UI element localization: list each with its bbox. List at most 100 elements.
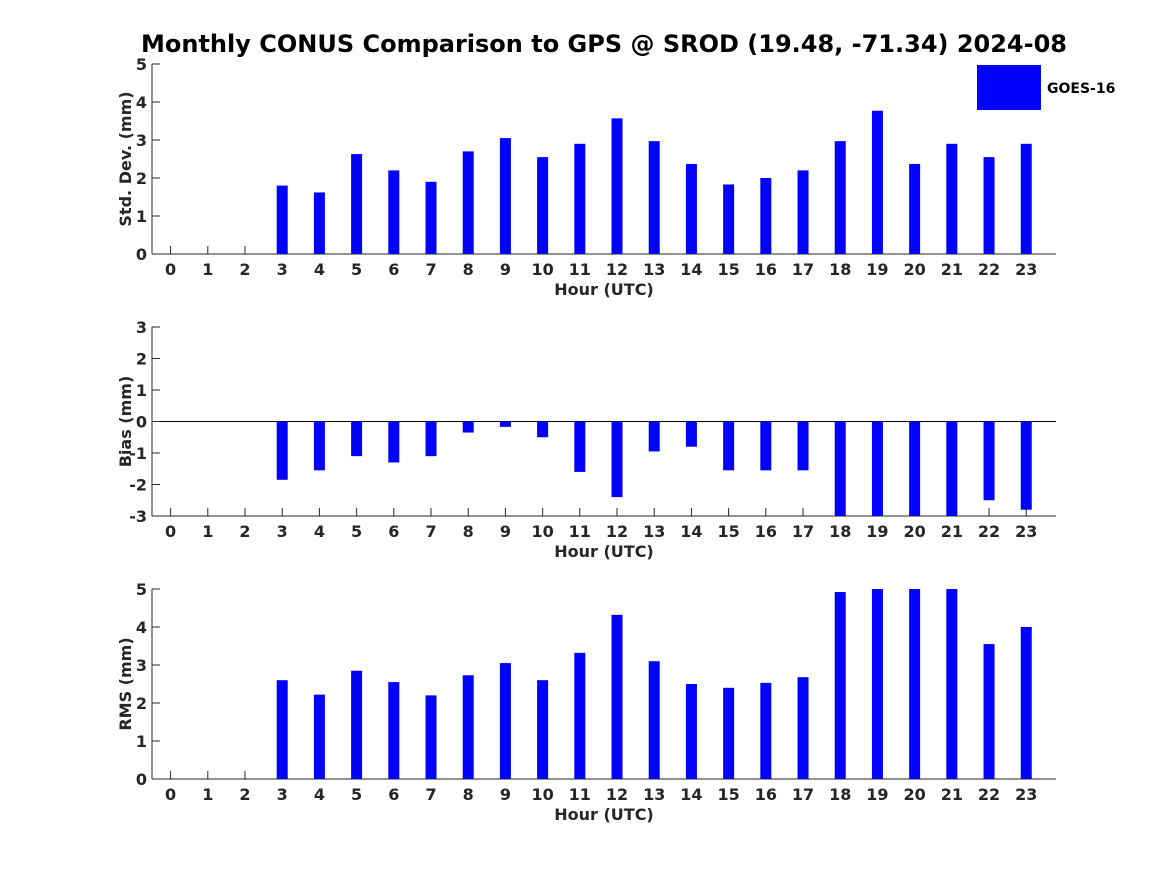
x-tick-label: 16 [755, 522, 777, 541]
bar-hour-10 [537, 157, 549, 254]
bar-hour-10 [537, 680, 549, 779]
y-tick-label: 5 [136, 580, 147, 599]
x-tick-label: 17 [792, 785, 814, 804]
x-tick-label: 5 [351, 522, 362, 541]
x-tick-label: 16 [755, 260, 777, 279]
y-tick-label: -3 [129, 507, 147, 526]
x-axis-label: Hour (UTC) [554, 280, 654, 299]
bar-hour-13 [648, 661, 660, 779]
bar-hour-19 [871, 110, 883, 255]
x-tick-label: 19 [866, 260, 888, 279]
x-tick-label: 19 [866, 522, 888, 541]
bar-hour-7 [425, 181, 437, 254]
bar-hour-17 [797, 170, 809, 254]
bar-hour-11 [574, 143, 586, 254]
x-tick-label: 7 [425, 785, 436, 804]
x-tick-label: 9 [500, 260, 511, 279]
x-tick-label: 2 [239, 522, 250, 541]
x-tick-label: 5 [351, 260, 362, 279]
chart-title: Monthly CONUS Comparison to GPS @ SROD (… [141, 30, 1067, 58]
x-tick-label: 13 [643, 785, 665, 804]
y-axis-label: RMS (mm) [116, 637, 135, 730]
x-tick-label: 12 [606, 522, 628, 541]
x-tick-label: 23 [1015, 785, 1037, 804]
bar-hour-14 [685, 421, 697, 447]
x-tick-label: 4 [314, 785, 325, 804]
bar-hour-6 [388, 170, 400, 254]
x-tick-label: 10 [531, 785, 553, 804]
bar-hour-21 [946, 143, 958, 254]
x-tick-label: 14 [680, 785, 702, 804]
bar-hour-10 [537, 421, 549, 438]
x-tick-label: 15 [717, 522, 739, 541]
x-tick-label: 23 [1015, 260, 1037, 279]
bar-hour-21 [946, 421, 958, 516]
x-tick-label: 17 [792, 522, 814, 541]
bar-hour-4 [313, 694, 325, 779]
x-tick-label: 1 [202, 522, 213, 541]
y-tick-label: 3 [136, 656, 147, 675]
bar-hour-6 [388, 682, 400, 779]
x-tick-label: 10 [531, 522, 553, 541]
bar-hour-12 [611, 614, 623, 779]
x-tick-label: 3 [277, 785, 288, 804]
x-tick-label: 2 [239, 785, 250, 804]
bar-hour-3 [276, 421, 288, 480]
bar-hour-16 [760, 682, 772, 779]
x-tick-label: 6 [388, 785, 399, 804]
legend-label: GOES-16 [1047, 81, 1115, 97]
bar-hour-5 [351, 154, 363, 254]
bar-hour-9 [499, 421, 511, 427]
bar-hour-9 [499, 663, 511, 779]
bar-hour-16 [760, 421, 772, 471]
x-tick-label: 21 [941, 260, 963, 279]
x-tick-label: 0 [165, 785, 176, 804]
x-tick-label: 11 [569, 522, 591, 541]
bar-hour-16 [760, 178, 772, 254]
x-tick-label: 20 [904, 260, 926, 279]
y-tick-label: 1 [136, 207, 147, 226]
x-tick-label: 19 [866, 785, 888, 804]
x-tick-label: 20 [904, 785, 926, 804]
y-tick-label: 1 [136, 732, 147, 751]
bar-hour-11 [574, 421, 586, 472]
bar-hour-18 [834, 421, 846, 516]
x-tick-label: 13 [643, 260, 665, 279]
bar-hour-8 [462, 421, 474, 433]
bar-hour-13 [648, 421, 660, 452]
x-tick-label: 22 [978, 522, 1000, 541]
legend: GOES-16 [977, 65, 1115, 110]
y-axis-label: Bias (mm) [116, 376, 135, 468]
x-tick-label: 8 [463, 785, 474, 804]
bar-hour-15 [723, 421, 735, 471]
x-tick-label: 17 [792, 260, 814, 279]
bar-hour-4 [313, 192, 325, 254]
y-tick-label: -2 [129, 476, 147, 495]
bar-hour-14 [685, 163, 697, 254]
x-tick-label: 18 [829, 522, 851, 541]
bar-hour-20 [909, 163, 921, 254]
x-tick-label: 21 [941, 522, 963, 541]
x-tick-label: 18 [829, 260, 851, 279]
bar-hour-23 [1020, 627, 1032, 779]
bar-hour-8 [462, 151, 474, 254]
bar-hour-3 [276, 680, 288, 779]
x-tick-label: 4 [314, 260, 325, 279]
x-tick-label: 12 [606, 785, 628, 804]
x-tick-label: 15 [717, 785, 739, 804]
bar-hour-12 [611, 118, 623, 254]
bar-hour-7 [425, 695, 437, 779]
x-tick-label: 1 [202, 260, 213, 279]
bar-hour-5 [351, 421, 363, 457]
bar-hour-6 [388, 421, 400, 463]
bar-hour-15 [723, 184, 735, 254]
x-tick-label: 11 [569, 785, 591, 804]
y-tick-label: 2 [136, 169, 147, 188]
y-tick-label: 2 [136, 350, 147, 369]
bar-hour-8 [462, 675, 474, 779]
x-tick-label: 10 [531, 260, 553, 279]
x-tick-label: 21 [941, 785, 963, 804]
bar-hour-22 [983, 644, 995, 779]
x-tick-label: 8 [463, 522, 474, 541]
